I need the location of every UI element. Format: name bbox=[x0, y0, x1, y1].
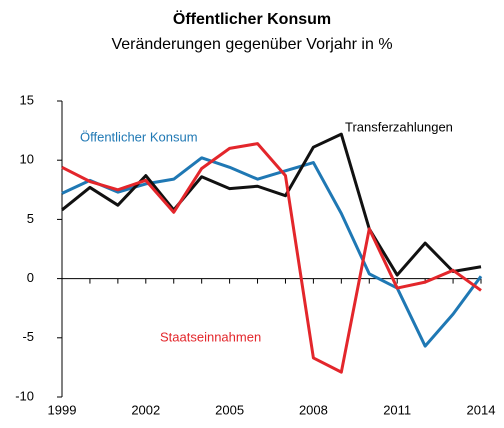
x-tick-label: 2005 bbox=[215, 402, 244, 417]
series-line bbox=[61, 142, 482, 374]
x-tick-label: 2002 bbox=[131, 402, 160, 417]
y-tick-label: 5 bbox=[27, 211, 34, 226]
series-line bbox=[61, 132, 482, 277]
series-line bbox=[61, 156, 483, 348]
y-tick-label: 15 bbox=[20, 92, 34, 107]
y-tick-label: -5 bbox=[22, 329, 34, 344]
x-tick-label: 2014 bbox=[467, 402, 496, 417]
x-tick-label: 2008 bbox=[299, 402, 328, 417]
chart-subtitle: Veränderungen gegenüber Vorjahr in % bbox=[111, 36, 392, 53]
y-tick-label: 10 bbox=[20, 152, 34, 167]
series-label: Öffentlicher Konsum bbox=[80, 129, 198, 144]
series-label: Staatseinnahmen bbox=[160, 329, 261, 344]
series-label: Transferzahlungen bbox=[345, 119, 453, 134]
x-tick-label: 1999 bbox=[48, 402, 77, 417]
y-tick-label: 0 bbox=[27, 270, 34, 285]
y-tick-label: -10 bbox=[15, 388, 34, 403]
chart-title: Öffentlicher Konsum bbox=[173, 9, 331, 28]
x-tick-label: 2011 bbox=[383, 402, 411, 417]
